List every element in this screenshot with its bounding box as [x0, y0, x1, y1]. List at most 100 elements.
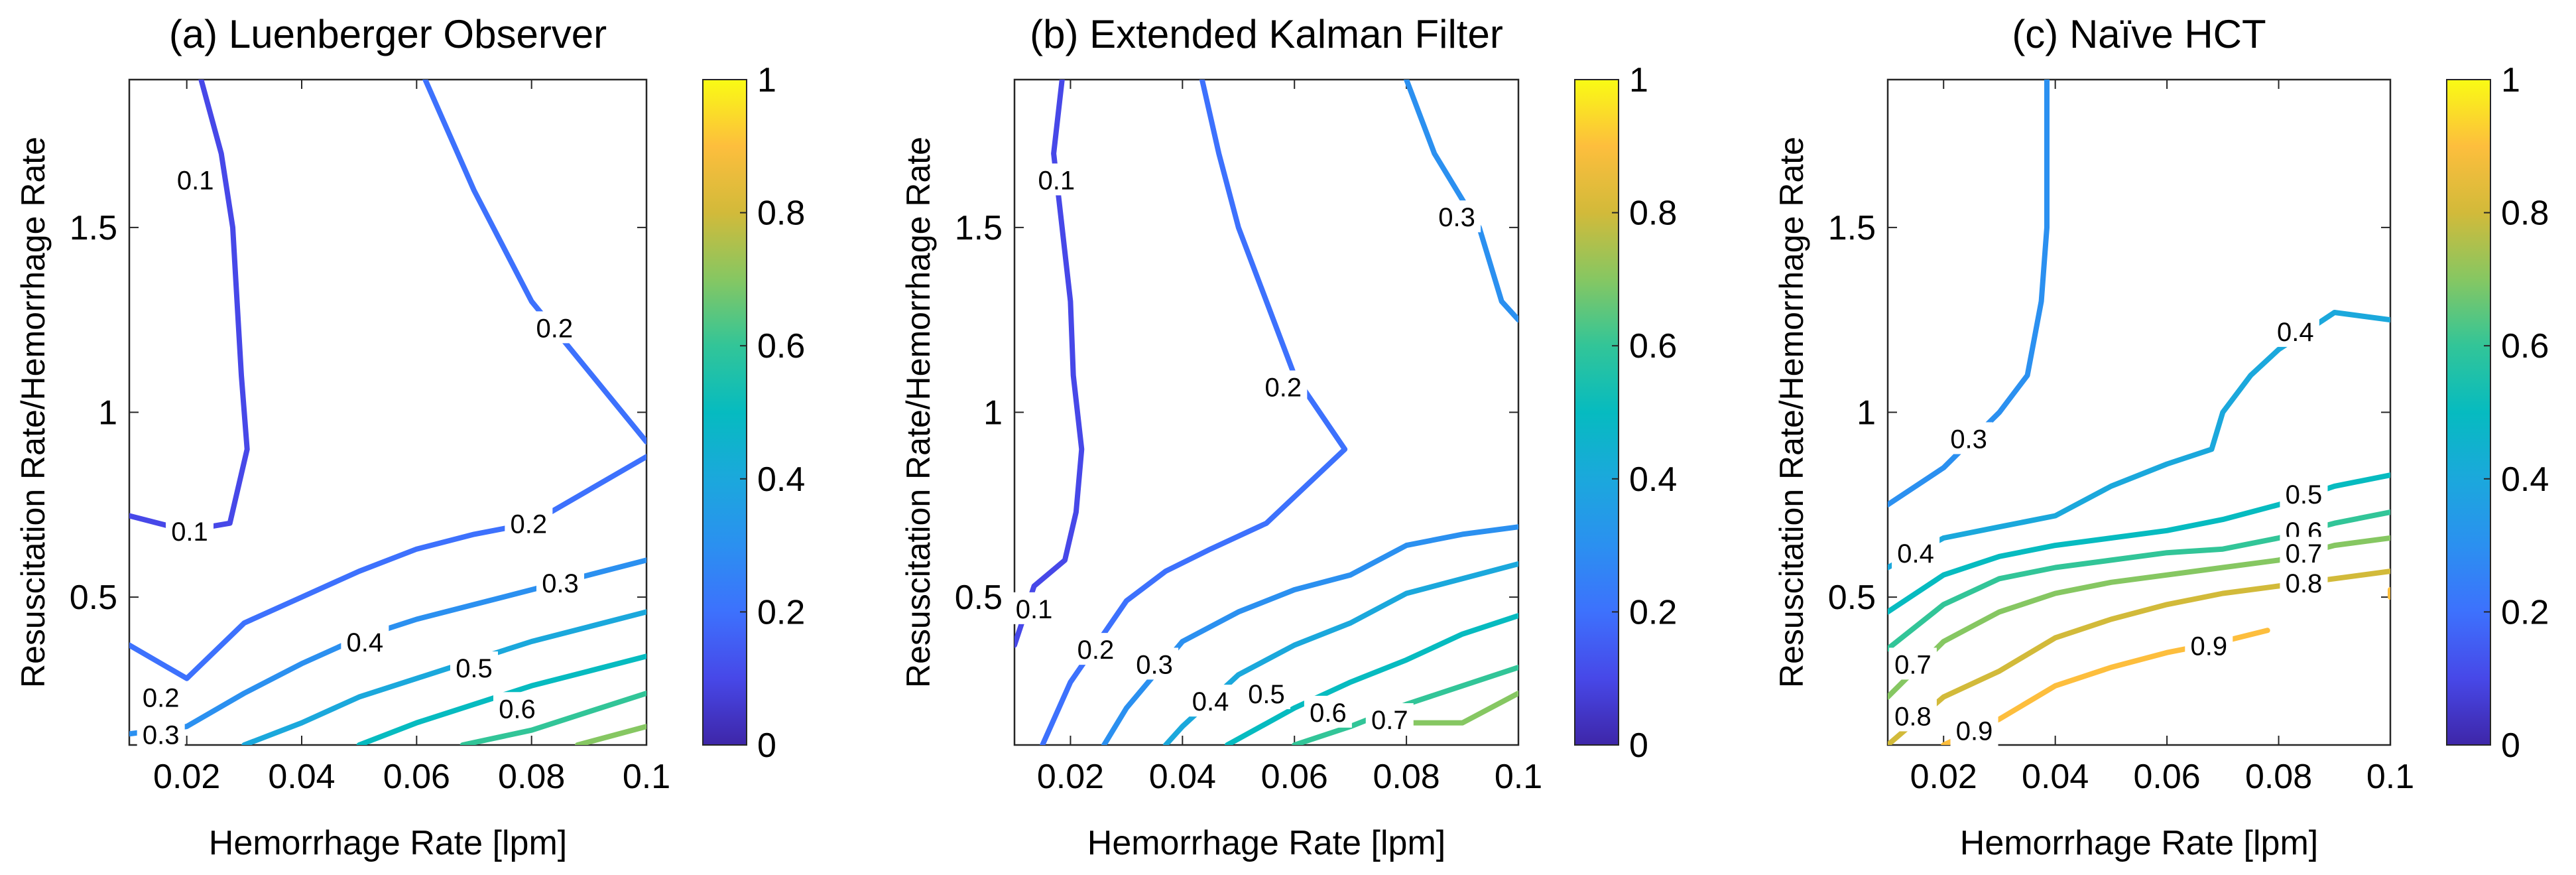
contour-label: 0.6 [499, 695, 536, 724]
y-tick-label: 1 [1857, 394, 1876, 433]
contour-line-0.7 [575, 724, 646, 745]
contour-label-gap [1365, 703, 1414, 735]
contour-label: 0.9 [2190, 632, 2227, 661]
contour-label: 0.5 [2286, 480, 2323, 509]
contour-label: 0.1 [171, 517, 208, 547]
contour-label-gap [1131, 647, 1179, 680]
contour-label-gap [137, 718, 185, 750]
x-tick-label: 0.06 [1261, 758, 1328, 796]
colorbar-tick-label: 0 [1629, 726, 1648, 765]
contour-label: 0.8 [1894, 702, 1932, 731]
x-tick-label: 0.02 [1037, 758, 1104, 796]
contour-label-gap [2271, 314, 2319, 347]
colorbar-tick-label: 0.6 [757, 327, 805, 366]
contour-label-gap [530, 311, 579, 344]
colorbar-tick-label: 0 [2501, 726, 2520, 765]
contour-label: 0.4 [2277, 318, 2314, 347]
chart-panel-0: (a) Luenberger Observer 0.02 0.04 0.06 0.08 0… [15, 12, 805, 862]
contour-label-gap [1259, 370, 1308, 403]
colorbar-tick-label: 0.8 [1629, 194, 1677, 233]
contour-label-gap [1186, 685, 1235, 717]
colorbar-tick-label: 0.8 [2501, 194, 2549, 233]
chart-panel-1: (b) Extended Kalman Filter 0.02 0.04 0.06 0.… [900, 12, 1677, 862]
contour-label-gap [1032, 163, 1081, 196]
contour-label-gap [1010, 592, 1058, 624]
contour-label: 0.2 [1265, 373, 1302, 402]
colorbar-tick-label: 0.2 [1629, 593, 1677, 632]
contour-label: 0.2 [143, 684, 180, 713]
x-tick-label: 0.02 [153, 758, 220, 796]
contour-label: 0.5 [456, 654, 493, 683]
contour-label: 0.9 [1956, 717, 1993, 746]
contour-label: 0.2 [1077, 636, 1115, 665]
x-axis-label: Hemorrhage Rate [lpm] [1960, 824, 2318, 862]
contour-label: 0.4 [1897, 539, 1934, 569]
contour-label: 0.7 [2286, 539, 2323, 569]
contour-label: 0.3 [1950, 425, 1987, 454]
y-tick-label: 1.5 [1828, 209, 1876, 247]
colorbar-tick-label: 0.6 [1629, 327, 1677, 366]
contour-label: 0.3 [1438, 203, 1475, 232]
x-tick-label: 0.1 [1495, 758, 1542, 796]
colorbar-tick-label: 0.8 [757, 194, 805, 233]
y-axis-label: Resuscitation Rate/Hemorrhage Rate [15, 137, 52, 688]
contour-label-gap [1304, 695, 1352, 728]
contour-line-0.3 [1101, 524, 1518, 745]
contour-label-gap [1950, 714, 1998, 746]
colorbar-tick-label: 0.4 [1629, 460, 1677, 499]
y-tick-label: 1.5 [955, 209, 1003, 247]
contour-line-0.2 [1040, 80, 1348, 745]
x-tick-label: 0.06 [383, 758, 450, 796]
colorbar-tick-label: 1 [757, 61, 776, 100]
colorbar [2446, 79, 2491, 746]
contour-label-gap [1888, 647, 1937, 680]
contour-line-0.2 [422, 80, 646, 445]
plot-area [1886, 78, 2392, 746]
colorbar-tick-label: 0.4 [2501, 460, 2549, 499]
contour-line-0.5 [1224, 613, 1518, 745]
x-tick-label: 0.1 [623, 758, 670, 796]
contour-label: 0.7 [1894, 650, 1932, 679]
x-tick-label: 0.08 [1373, 758, 1440, 796]
x-tick-label: 0.04 [1149, 758, 1216, 796]
contour-label-gap [2185, 629, 2233, 661]
contour-label: 0.1 [177, 166, 214, 195]
contour-label-gap [2280, 566, 2328, 598]
x-tick-label: 0.08 [2245, 758, 2312, 796]
y-tick-label: 1 [983, 394, 1003, 433]
contour-label-gap [1888, 699, 1937, 732]
chart-title: (a) Luenberger Observer [169, 12, 607, 56]
contour-label-gap [1945, 422, 1993, 454]
contour-label: 0.1 [1016, 595, 1053, 624]
colorbar-tick-label: 0.6 [2501, 327, 2549, 366]
chart-title: (c) Naïve HCT [2012, 12, 2266, 56]
contour-label: 0.3 [1136, 650, 1173, 679]
contour-label: 0.2 [511, 510, 548, 539]
contour-label-gap [171, 163, 219, 196]
y-tick-label: 0.5 [955, 578, 1003, 617]
y-tick-label: 0.5 [70, 578, 117, 617]
y-tick-label: 0.5 [1828, 578, 1876, 617]
contour-label-gap [450, 651, 498, 683]
contour-label-gap [137, 681, 185, 713]
x-tick-label: 0.1 [2366, 758, 2414, 796]
x-tick-label: 0.04 [268, 758, 335, 796]
x-tick-label: 0.08 [498, 758, 565, 796]
contour-line-0.7 [1404, 691, 1518, 726]
contour-label: 0.2 [536, 314, 574, 343]
x-axis-label: Hemorrhage Rate [lpm] [1087, 824, 1445, 862]
colorbar-tick-label: 0 [757, 726, 776, 765]
y-tick-label: 1 [98, 394, 117, 433]
contour-label-gap [493, 692, 541, 724]
contour-label: 0.8 [2286, 569, 2323, 598]
contour-label: 0.4 [347, 628, 384, 657]
contour-label-gap [536, 566, 584, 598]
contour-label-gap [1433, 200, 1481, 233]
contour-label-gap [1072, 633, 1120, 665]
contour-label: 0.5 [1248, 680, 1285, 709]
contour-label-gap [1892, 537, 1940, 569]
contour-label: 0.1 [1038, 166, 1075, 195]
contour-label-gap [2280, 537, 2328, 569]
chart-panel-2: (c) Naïve HCT 0.02 0.04 0.06 0.08 0.1 0.5 1 1.5 H… [1773, 12, 2549, 862]
